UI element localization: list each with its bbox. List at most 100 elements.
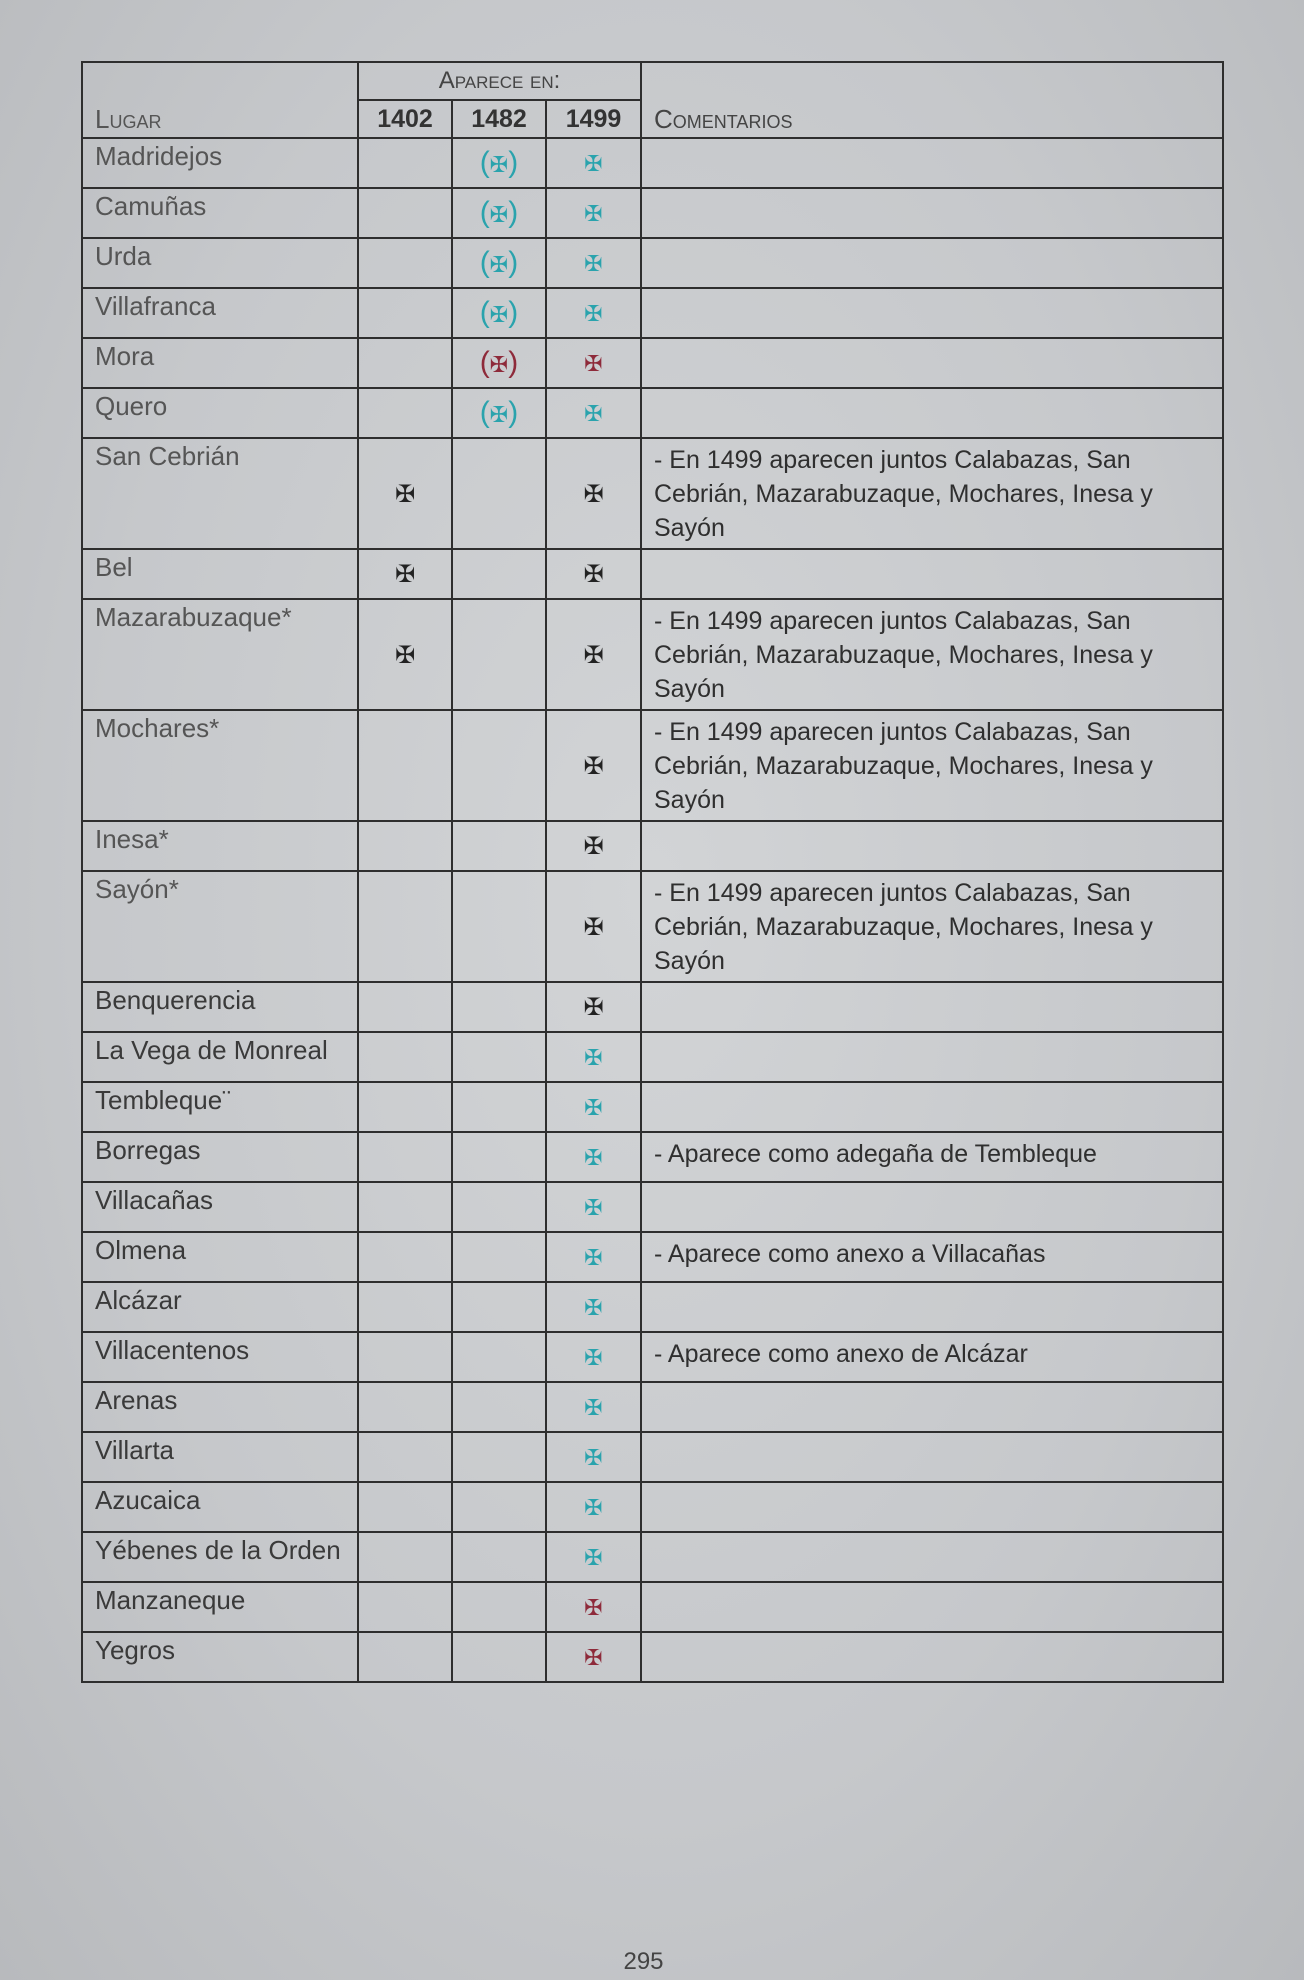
table-row: Arenas ✠: [81, 1381, 1224, 1433]
cross-icon: ✠: [584, 1396, 603, 1421]
place-name: Villacañas: [81, 1181, 359, 1233]
mark-cell-1499: ✠: [545, 981, 642, 1033]
mark-cell-1402: [357, 1481, 453, 1533]
comment-cell: - Aparece como anexo a Villacañas: [640, 1231, 1224, 1283]
mark-cell-1482: [451, 820, 547, 872]
mark-cell-1499: ✠: [545, 870, 642, 983]
comment-cell: - En 1499 aparecen juntos Calabazas, San…: [640, 870, 1224, 983]
cross-icon: ✠: [583, 832, 604, 860]
cross-icon: ✠: [394, 560, 416, 588]
place-name: Azucaica: [81, 1481, 359, 1533]
cross-icon: ✠: [584, 252, 603, 277]
mark-cell-1499: ✠: [545, 548, 642, 600]
mark-cell-1482: [451, 1081, 547, 1133]
comment-cell: [640, 187, 1224, 239]
mark-cell-1482: (✠): [451, 237, 547, 289]
comment-cell: [640, 1181, 1224, 1233]
cross-icon: ✠: [583, 912, 604, 941]
table-row: Azucaica ✠: [81, 1481, 1224, 1533]
table-row: Villafranca (✠) ✠: [81, 287, 1224, 339]
mark-cell-1402: [357, 1381, 453, 1433]
cross-icon: ✠: [394, 640, 416, 669]
comment-cell: - Aparece como adegaña de Tembleque: [640, 1131, 1224, 1183]
mark-cell-1482: [451, 1631, 547, 1683]
cross-icon: ✠: [583, 479, 604, 508]
mark-cell-1402: [357, 137, 453, 189]
place-name: Borregas: [81, 1131, 359, 1183]
mark-cell-1499: ✠: [545, 337, 642, 389]
mark-cell-1482: [451, 548, 547, 600]
mark-cell-1482: [451, 1281, 547, 1333]
mark-cell-1482: [451, 1431, 547, 1483]
place-name: Mochares*: [81, 709, 359, 822]
place-name: Madridejos: [81, 137, 359, 189]
place-name: Alcázar: [81, 1281, 359, 1333]
comment-cell: [640, 287, 1224, 339]
mark-cell-1402: [357, 1581, 453, 1633]
parenthesized-cross-icon: (✠): [479, 296, 519, 329]
cross-icon: ✠: [394, 479, 416, 508]
mark-cell-1499: ✠: [545, 820, 642, 872]
cross-icon: ✠: [584, 1296, 603, 1321]
cross-icon: ✠: [583, 993, 604, 1021]
place-name: Quero: [81, 387, 359, 439]
mark-cell-1499: ✠: [545, 1631, 642, 1683]
mark-cell-1482: [451, 1331, 547, 1383]
cross-icon: ✠: [583, 560, 604, 588]
mark-cell-1499: ✠: [545, 1131, 642, 1183]
mark-cell-1482: [451, 598, 547, 711]
mark-cell-1402: [357, 1331, 453, 1383]
mark-cell-1402: [357, 237, 453, 289]
mark-cell-1482: [451, 1381, 547, 1433]
mark-cell-1402: [357, 870, 453, 983]
table-row: Mochares* ✠ - En 1499 aparecen juntos Cala…: [81, 709, 1224, 822]
cross-icon: ✠: [584, 1546, 603, 1571]
table-row: Manzaneque ✠: [81, 1581, 1224, 1633]
comment-cell: [640, 1381, 1224, 1433]
cross-icon: ✠: [584, 202, 603, 227]
header-year-1482: 1482: [451, 99, 547, 139]
mark-cell-1482: [451, 1231, 547, 1283]
cross-icon: ✠: [584, 1646, 603, 1671]
parenthesized-cross-icon: (✠): [479, 246, 519, 279]
cross-icon: ✠: [584, 302, 603, 327]
mark-cell-1402: [357, 1031, 453, 1083]
cross-icon: ✠: [584, 1096, 603, 1121]
mark-cell-1402: [357, 1181, 453, 1233]
table-row: Benquerencia ✠: [81, 981, 1224, 1033]
cross-icon: ✠: [584, 1196, 603, 1221]
place-name: Bel: [81, 548, 359, 600]
table-row: Inesa* ✠: [81, 820, 1224, 872]
table-row: Tembleque¨ ✠: [81, 1081, 1224, 1133]
header-comentarios: Comentarios: [640, 61, 1224, 139]
table-row: Sayón* ✠ - En 1499 aparecen juntos Calabaz…: [81, 870, 1224, 983]
comment-cell: [640, 548, 1224, 600]
comment-cell: [640, 1431, 1224, 1483]
table-row: La Vega de Monreal ✠: [81, 1031, 1224, 1083]
header-lugar: Lugar: [81, 61, 359, 139]
mark-cell-1402: [357, 1281, 453, 1333]
mark-cell-1402: [357, 1631, 453, 1683]
mark-cell-1402: [357, 820, 453, 872]
cross-icon: ✠: [584, 152, 603, 177]
place-name: Camuñas: [81, 187, 359, 239]
mark-cell-1482: [451, 981, 547, 1033]
comment-cell: [640, 387, 1224, 439]
comment-cell: [640, 1531, 1224, 1583]
comment-cell: [640, 1481, 1224, 1533]
mark-cell-1499: ✠: [545, 1081, 642, 1133]
parenthesized-cross-icon: (✠): [479, 396, 519, 429]
mark-cell-1499: ✠: [545, 1281, 642, 1333]
places-table: Lugar Aparece en: Comentarios 1402 1482 …: [81, 61, 1224, 1683]
mark-cell-1482: (✠): [451, 137, 547, 189]
mark-cell-1402: [357, 187, 453, 239]
mark-cell-1499: ✠: [545, 437, 642, 550]
place-name: Sayón*: [81, 870, 359, 983]
cross-icon: ✠: [584, 1046, 603, 1071]
table-row: Bel ✠ ✠: [81, 548, 1224, 600]
parenthesized-cross-icon: (✠): [479, 146, 519, 179]
place-name: La Vega de Monreal: [81, 1031, 359, 1083]
cross-icon: ✠: [583, 751, 604, 780]
table-row: Borregas ✠ - Aparece como adegaña de Tembl…: [81, 1131, 1224, 1183]
table-row: Mazarabuzaque* ✠ ✠ - En 1499 aparecen junto…: [81, 598, 1224, 711]
